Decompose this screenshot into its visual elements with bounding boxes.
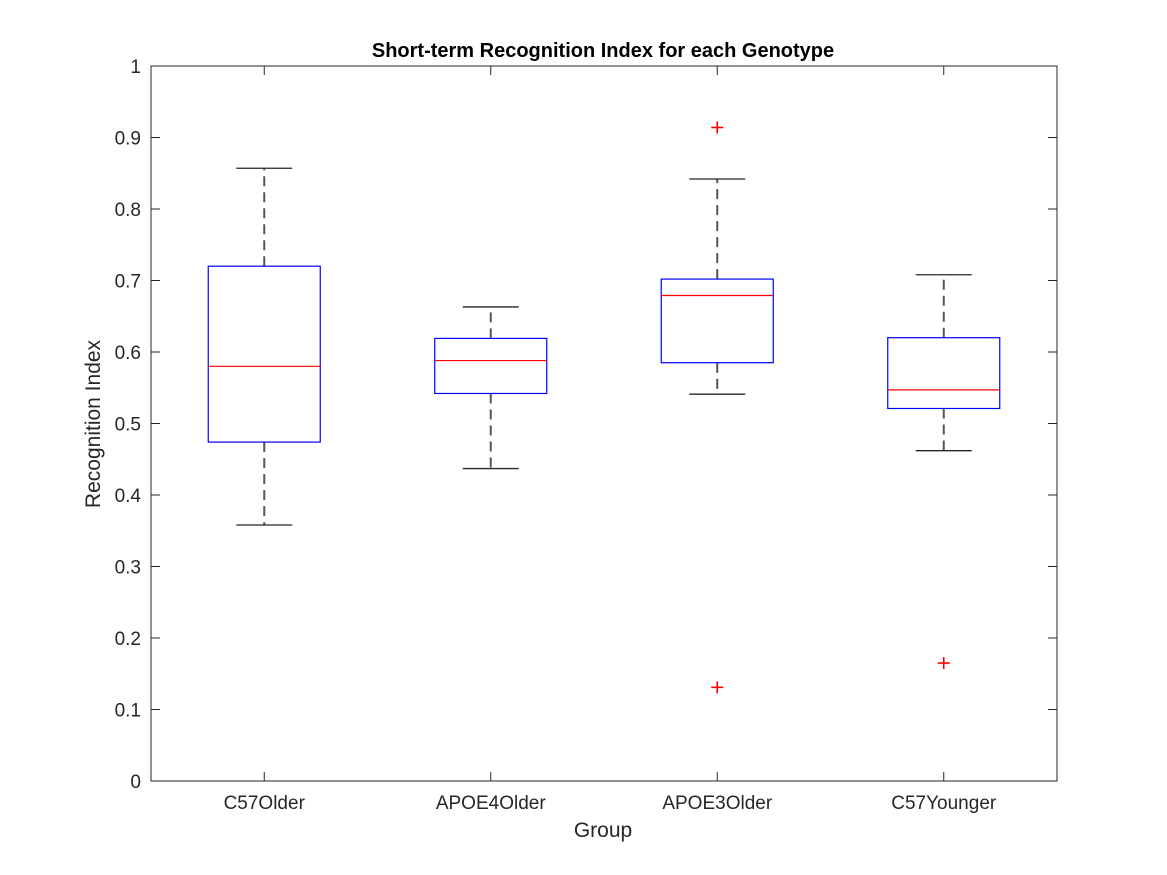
y-tick-label: 0.9	[115, 129, 141, 150]
box-group	[660, 121, 774, 694]
y-tick-label: 0.2	[115, 629, 141, 650]
y-tick-label: 0.3	[115, 558, 141, 579]
outlier-marker	[711, 681, 724, 694]
box-group	[207, 167, 321, 526]
x-axis-label: Group	[574, 819, 632, 842]
y-tick-label: 0.5	[115, 415, 141, 436]
axes-frame	[150, 65, 1058, 782]
iqr-box	[660, 278, 774, 364]
chart-title: Short-term Recognition Index for each Ge…	[372, 40, 834, 62]
x-tick-label: APOE4Older	[436, 793, 546, 814]
iqr-box	[887, 337, 1001, 410]
x-tick-label: C57Younger	[891, 793, 997, 814]
x-tick-label: C57Older	[224, 793, 306, 814]
y-axis: 0 0.1 0.2 0.3 0.4 0.5 0.6 0.7 0.8 0.9 1	[115, 57, 1057, 793]
box-group	[434, 306, 548, 470]
y-tick-label: 0	[130, 772, 141, 793]
y-tick-label: 0.8	[115, 200, 141, 221]
iqr-box	[207, 265, 321, 443]
y-tick-label: 1	[130, 57, 141, 78]
y-tick-label: 0.1	[115, 701, 141, 722]
outlier-marker	[711, 121, 724, 134]
y-axis-label: Recognition Index	[82, 339, 105, 508]
iqr-box	[434, 337, 548, 395]
x-tick-label: APOE3Older	[662, 793, 772, 814]
y-tick-label: 0.6	[115, 343, 141, 364]
y-tick-label: 0.7	[115, 272, 141, 293]
y-tick-label: 0.4	[115, 486, 142, 507]
plot-area	[207, 121, 1001, 694]
outlier-marker	[937, 657, 950, 670]
x-axis: C57Older APOE4Older APOE3Older C57Younger	[224, 66, 997, 814]
box-group	[887, 274, 1001, 670]
